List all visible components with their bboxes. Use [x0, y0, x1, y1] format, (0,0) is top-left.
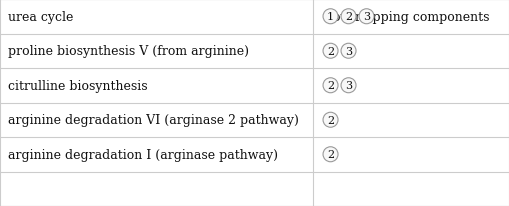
Text: 1: 1: [327, 12, 334, 22]
Text: urea cycle: urea cycle: [8, 11, 73, 24]
Text: 2: 2: [327, 81, 334, 91]
Text: citrulline biosynthesis: citrulline biosynthesis: [8, 79, 148, 92]
Text: proline biosynthesis V (from arginine): proline biosynthesis V (from arginine): [8, 45, 249, 58]
Circle shape: [341, 44, 356, 59]
Circle shape: [341, 78, 356, 93]
Text: 2: 2: [327, 47, 334, 56]
Circle shape: [359, 10, 374, 25]
Text: overlapping components: overlapping components: [333, 11, 489, 24]
Text: 2: 2: [327, 115, 334, 125]
Text: 3: 3: [345, 47, 352, 56]
Text: arginine degradation I (arginase pathway): arginine degradation I (arginase pathway…: [8, 148, 278, 161]
Circle shape: [323, 44, 338, 59]
Circle shape: [323, 78, 338, 93]
Circle shape: [323, 10, 338, 25]
Circle shape: [323, 147, 338, 162]
Text: 3: 3: [345, 81, 352, 91]
Text: arginine degradation VI (arginase 2 pathway): arginine degradation VI (arginase 2 path…: [8, 114, 299, 127]
Text: 2: 2: [327, 150, 334, 159]
Text: 2: 2: [345, 12, 352, 22]
Circle shape: [323, 113, 338, 128]
Text: 3: 3: [363, 12, 370, 22]
Circle shape: [341, 10, 356, 25]
